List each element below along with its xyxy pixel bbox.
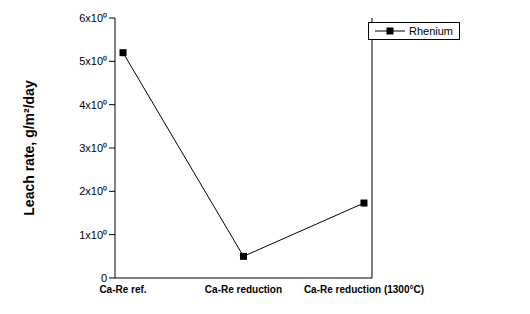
svg-text:Ca-Re reduction (1300°C): Ca-Re reduction (1300°C) xyxy=(304,284,424,295)
svg-text:Ca-Re reduction: Ca-Re reduction xyxy=(205,284,282,295)
svg-text:3x10⁰: 3x10⁰ xyxy=(79,142,107,154)
svg-text:4x10⁰: 4x10⁰ xyxy=(79,99,107,111)
svg-text:Leach rate, g/m²/day: Leach rate, g/m²/day xyxy=(21,80,37,216)
svg-text:0: 0 xyxy=(101,272,107,284)
svg-text:Ca-Re ref.: Ca-Re ref. xyxy=(99,284,146,295)
svg-text:6x10⁰: 6x10⁰ xyxy=(79,12,107,24)
svg-text:5x10⁰: 5x10⁰ xyxy=(79,55,107,67)
html-text:Rhenium: Rhenium xyxy=(409,25,453,37)
svg-text:1x10⁰: 1x10⁰ xyxy=(79,229,107,241)
svg-text:2x10⁰: 2x10⁰ xyxy=(79,185,107,197)
